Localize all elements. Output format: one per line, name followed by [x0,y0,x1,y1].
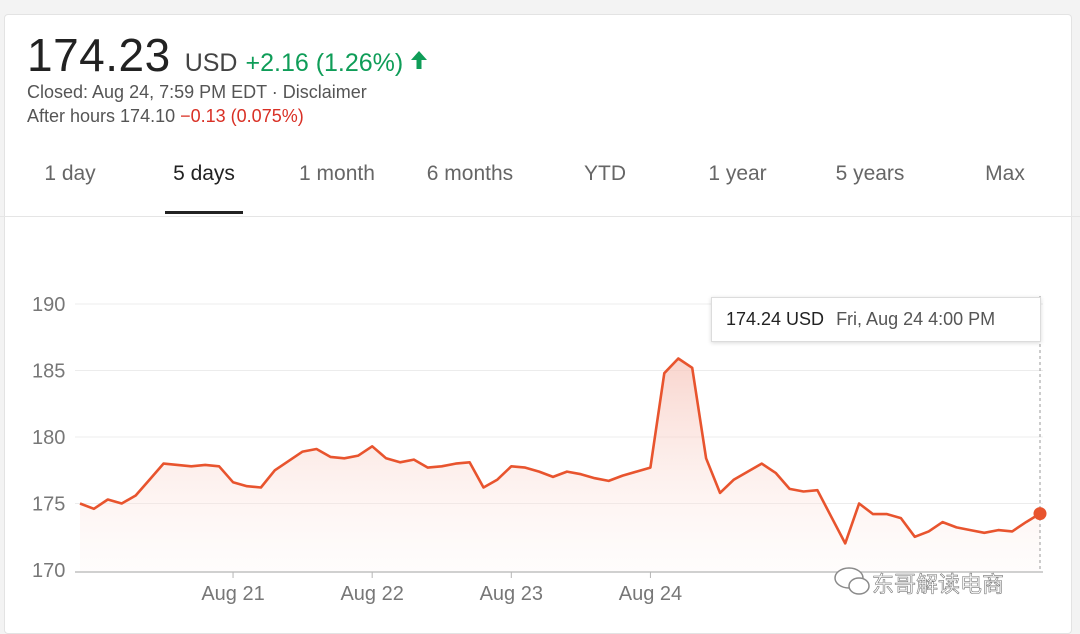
watermark-text: 东哥解读电商 [872,573,1004,598]
y-axis: 170 175 180 185 190 [32,294,65,582]
y-tick-label: 170 [32,560,65,582]
y-tick-label: 175 [32,494,65,516]
price-change: +2.16 (1.26%) [245,49,404,77]
after-hours-label: After hours 174.10 [27,106,176,126]
tab-max[interactable]: Max [985,162,1025,185]
tooltip-value: 174.24 USD [726,309,825,329]
closed-info: Closed: Aug 24, 7:59 PM EDT · Disclaimer [27,82,367,102]
price-area [80,358,1040,572]
after-hours-change: −0.13 (0.075%) [180,106,304,126]
hover-tooltip: 174.24 USD Fri, Aug 24 4:00 PM [711,297,1041,342]
chat-bubble-icon [834,567,870,595]
price-line [79,357,1041,545]
tab-5-years[interactable]: 5 years [835,162,905,185]
x-tick-label: Aug 22 [340,583,403,605]
y-tick-label: 180 [32,427,65,449]
tab-6-months[interactable]: 6 months [426,162,514,185]
x-tick-label: Aug 24 [619,583,682,605]
tab-1-month[interactable]: 1 month [299,162,375,185]
tab-5-days[interactable]: 5 days [165,148,243,214]
range-tabs: 1 day 5 days 1 month 6 months YTD 1 year… [0,148,1080,217]
x-tick-label: Aug 21 [201,583,264,605]
x-tick-label: Aug 23 [480,583,543,605]
tab-1-day[interactable]: 1 day [44,162,96,185]
y-tick-label: 185 [32,361,65,383]
tab-1-year[interactable]: 1 year [708,162,767,185]
last-point-marker[interactable] [1033,507,1047,521]
watermark: 东哥解读电商 [834,567,1004,598]
y-tick-label: 190 [32,294,65,316]
tab-ytd[interactable]: YTD [584,162,626,185]
current-price: 174.23 [27,29,171,81]
after-hours-info: After hours 174.10 −0.13 (0.075%) [27,106,304,127]
price-header: 174.23 USD +2.16 (1.26%) [27,28,429,82]
arrow-up-icon [409,49,429,76]
x-axis: Aug 21 Aug 22 Aug 23 Aug 24 [201,572,682,605]
tooltip-date: Fri, Aug 24 4:00 PM [836,309,996,329]
currency-label: USD [184,49,238,77]
